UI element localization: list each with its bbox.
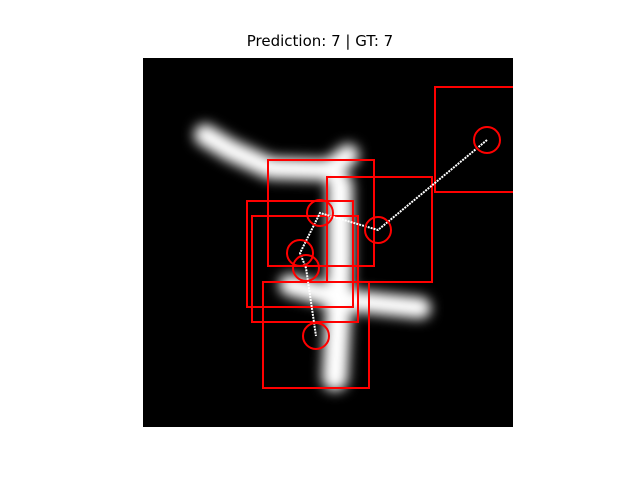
glimpse-box-6 [262,281,370,389]
glimpse-centers [286,126,501,350]
glimpse-center-5 [292,254,320,282]
glimpse-box-4 [246,200,354,308]
glimpse-center-3 [306,199,334,227]
glimpse-box-2 [326,176,433,283]
glimpse-center-4 [286,239,314,267]
figure-title: Prediction: 7 | GT: 7 [246,32,394,50]
glimpse-box-5 [251,215,359,323]
glimpse-trajectory [298,139,488,337]
glimpse-boxes [246,86,513,389]
digit-seven [194,124,431,391]
glimpse-box-1 [434,86,513,193]
glimpse-center-1 [473,126,501,154]
glimpse-center-6 [302,322,330,350]
glimpse-center-2 [364,216,392,244]
glimpse-box-3 [267,159,375,267]
